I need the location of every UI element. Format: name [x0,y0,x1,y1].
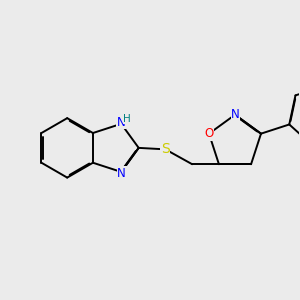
Text: O: O [204,127,214,140]
Text: N: N [117,116,126,129]
Text: N: N [231,108,240,121]
Text: N: N [117,167,126,180]
Text: H: H [123,113,131,124]
Text: S: S [161,142,170,156]
